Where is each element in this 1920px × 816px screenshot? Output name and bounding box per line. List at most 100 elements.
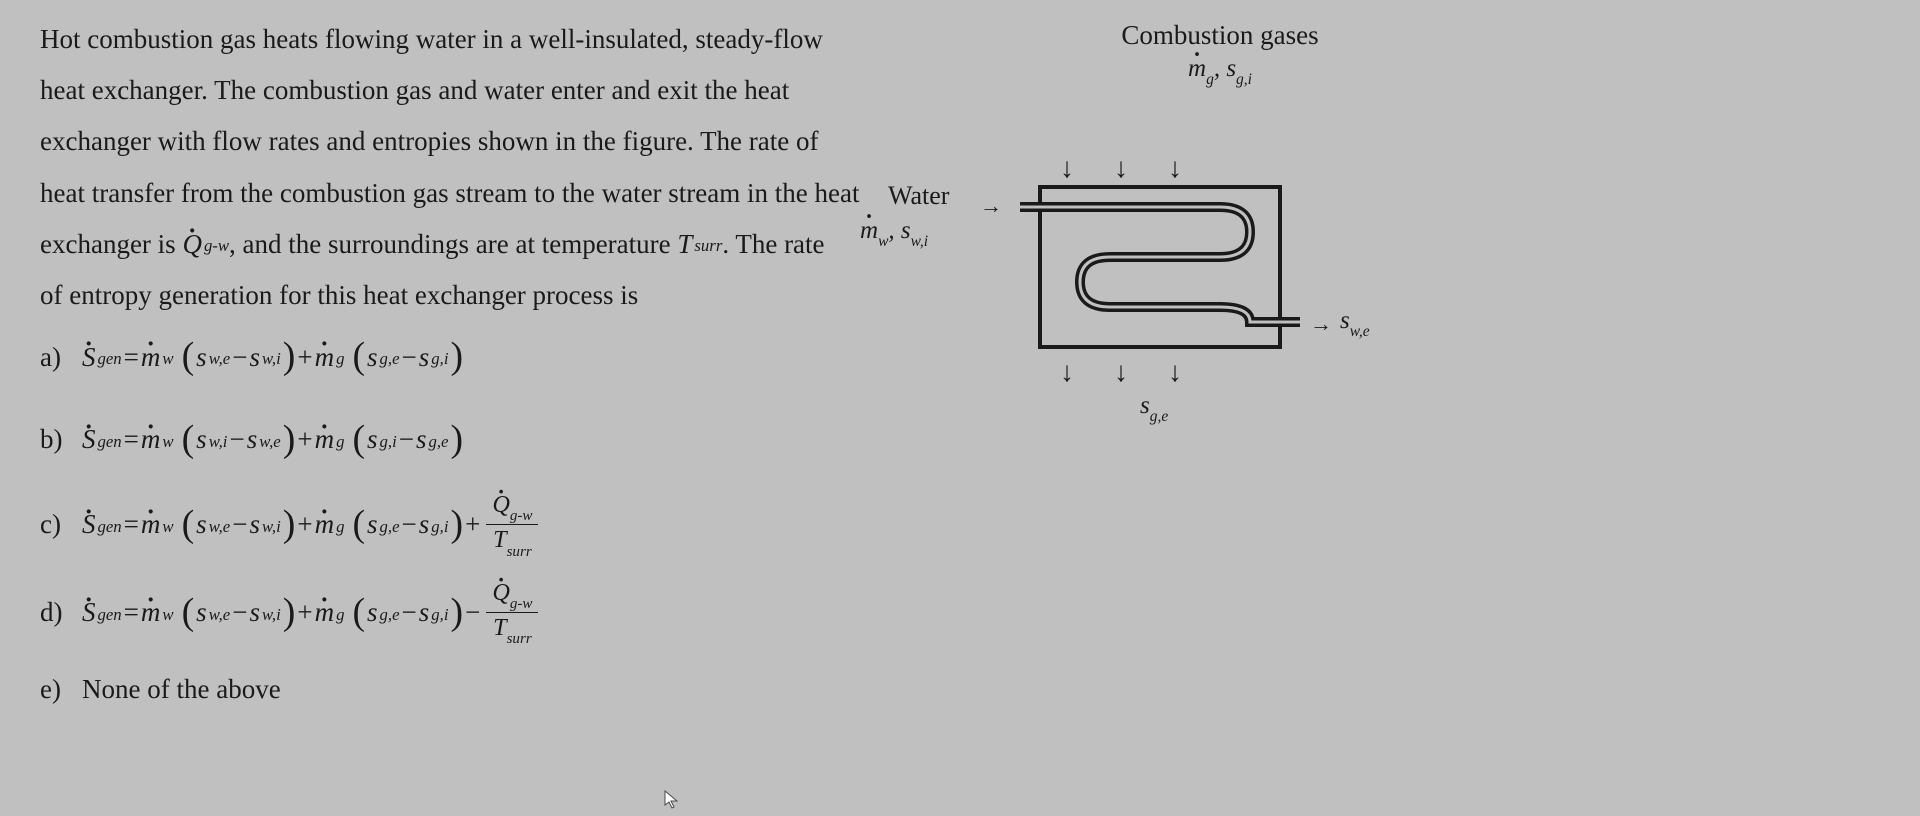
gas-out-arrows: ↓↓↓ [1060, 357, 1222, 389]
eq-sign: = [124, 336, 139, 379]
swe-c: s [196, 503, 207, 546]
diagram-title: Combustion gases [940, 20, 1500, 51]
sge-sub-d: g,e [380, 602, 400, 629]
line5-end: . The rate [722, 229, 824, 259]
sgi-sub-c: g,i [431, 514, 448, 541]
q-sub-c: g-w [510, 508, 533, 524]
gas-s: s [1226, 55, 1236, 82]
q-c: Q [492, 492, 510, 519]
arrow-swe-icon: → [1310, 311, 1332, 337]
option-c-label: c) [40, 503, 68, 546]
sgen-d: S [82, 591, 96, 634]
sge-sub: g,e [380, 346, 400, 373]
option-d: d) Sgen = mw ( sw,e − sw,i ) + mg ( sg,e… [40, 580, 1020, 646]
q-sub: g-w [204, 233, 229, 260]
swe-diag-sub: w,e [1350, 323, 1370, 340]
mg-c: m [315, 503, 335, 546]
heat-exchanger-diagram: Combustion gases mg, sg,i Water mw, sw,i… [940, 20, 1500, 397]
gas-inlet-label: mg, sg,i [940, 55, 1500, 87]
option-c-eq: Sgen = mw ( sw,e − sw,i ) + mg ( sg,e − … [82, 492, 542, 558]
sge-diag: s [1140, 392, 1150, 419]
q-sub-d: g-w [510, 596, 533, 612]
swi-b: s [196, 418, 207, 461]
water-s-sub: w,i [911, 233, 928, 250]
plus-d: + [297, 591, 312, 634]
line5-post: , and the surroundings are at temperatur… [229, 229, 677, 259]
sgen: S [82, 336, 96, 379]
option-e-text: None of the above [82, 668, 281, 711]
gas-m: m [1188, 55, 1206, 83]
mg-sub-c: g [336, 514, 344, 541]
mw-d: m [141, 591, 161, 634]
minus-c2: − [402, 503, 417, 546]
mw-sub-c: w [162, 514, 173, 541]
water-label: Water [888, 181, 949, 211]
para-line-1: Hot combustion gas heats flowing water i… [40, 18, 1020, 61]
mw-sub-b: w [162, 429, 173, 456]
swi-sub-d: w,i [262, 602, 281, 629]
mg-sub: g [336, 346, 344, 373]
swe-d: s [196, 591, 207, 634]
cursor-icon [664, 790, 680, 810]
plus: + [297, 336, 312, 379]
sge-d: s [367, 591, 378, 634]
options-list: a) Sgen = mw ( sw,e − sw,i ) + mg ( sg,e… [40, 327, 1020, 711]
water-m: m [860, 217, 878, 245]
t-sub-c: surr [507, 544, 532, 560]
mg-sub-d: g [336, 602, 344, 629]
mw-c: m [141, 503, 161, 546]
swe-sub-c: w,e [209, 514, 231, 541]
q-d: Q [492, 580, 510, 607]
sgi-b: s [367, 418, 378, 461]
sgi-sub-b: g,i [380, 429, 397, 456]
q-symbol: Q [182, 223, 202, 266]
sgi-sub: g,i [431, 346, 448, 373]
sgi-sub-d: g,i [431, 602, 448, 629]
mg-d: m [315, 591, 335, 634]
minus-d2: − [402, 591, 417, 634]
gas-out-label: sg,e [1140, 392, 1168, 424]
sgi: s [419, 336, 430, 379]
swi-sub: w,i [262, 346, 281, 373]
frac-d: Qg-w Tsurr [486, 580, 538, 646]
mw-sub: w [162, 346, 173, 373]
sgi-d: s [419, 591, 430, 634]
mw-b: m [141, 418, 161, 461]
water-s: s [901, 217, 911, 244]
t-sub-d: surr [507, 631, 532, 647]
option-b-eq: Sgen = mw ( sw,i − sw,e ) + mg ( sg,i − … [82, 410, 463, 470]
sgen-sub-b: gen [98, 429, 122, 456]
eq-d: = [124, 591, 139, 634]
swi-sub-c: w,i [262, 514, 281, 541]
sgi-c: s [419, 503, 430, 546]
option-a-eq: Sgen = mw ( sw,e − sw,i ) + mg ( sg,e − … [82, 327, 463, 387]
sgen-sub-d: gen [98, 602, 122, 629]
mw: m [141, 336, 161, 379]
t-d: T [493, 614, 507, 641]
sge-sub-b: g,e [429, 429, 449, 456]
sgen-b: S [82, 418, 96, 461]
swi-d: s [249, 591, 260, 634]
gas-m-sub: g [1206, 71, 1214, 88]
water-m-sub: w [878, 233, 888, 250]
sge: s [367, 336, 378, 379]
option-e-label: e) [40, 668, 68, 711]
eq-c: = [124, 503, 139, 546]
option-d-eq: Sgen = mw ( sw,e − sw,i ) + mg ( sg,e − … [82, 580, 542, 646]
swe-sub-b: w,e [259, 429, 281, 456]
eq-b: = [124, 418, 139, 461]
line5-pre: exchanger is [40, 229, 182, 259]
swi: s [249, 336, 260, 379]
mg-b: m [315, 418, 335, 461]
sge-sub-c: g,e [380, 514, 400, 541]
option-e: e) None of the above [40, 668, 1020, 711]
gas-s-sub: g,i [1236, 71, 1252, 88]
arrow-right-icon: → [980, 193, 1002, 219]
sgen-sub: gen [98, 346, 122, 373]
problem-text: Hot combustion gas heats flowing water i… [40, 18, 1020, 733]
water-comma: , [888, 217, 901, 244]
swe-b: s [247, 418, 258, 461]
minus-b: − [229, 418, 244, 461]
mg-sub-b: g [336, 429, 344, 456]
gas-comma: , [1214, 55, 1227, 82]
